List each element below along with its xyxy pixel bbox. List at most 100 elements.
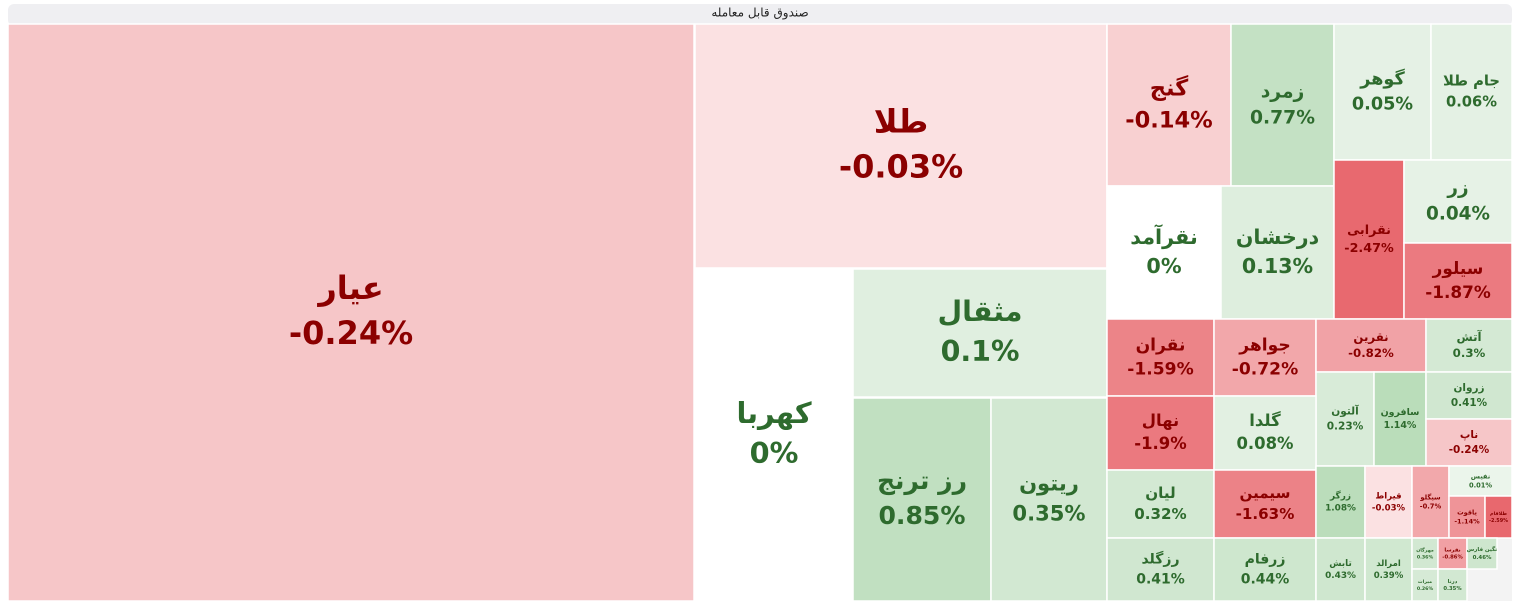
tile-value: -2.59% (1489, 518, 1508, 524)
tile-label: یاقوت (1457, 508, 1477, 516)
tile-value: -1.14% (1454, 518, 1480, 526)
tile-label: زرفام (1245, 552, 1286, 568)
tile-label: نهال (1142, 411, 1179, 430)
tile-label: نقرآمد (1130, 224, 1197, 249)
tile-value: -1.63% (1236, 505, 1295, 523)
tile (1220, 185, 1335, 320)
tile (1315, 465, 1366, 539)
tile-value: 1.08% (1325, 504, 1356, 514)
tile-value: -0.82% (1348, 346, 1394, 360)
tile-value: -2.47% (1344, 240, 1394, 255)
tile-value: 0.23% (1327, 420, 1364, 432)
tile-label: رزگلد (1141, 551, 1179, 568)
tile (1230, 23, 1335, 187)
tile-value: 0.44% (1241, 571, 1290, 587)
tile-label: زمرد (1261, 81, 1305, 102)
tile-label: آلتون (1331, 405, 1359, 418)
tile (1213, 318, 1317, 397)
tile-label: تابش (1329, 559, 1352, 569)
tile-value: 0.85% (878, 501, 965, 530)
tile-value: 0% (1146, 254, 1181, 278)
tile-value: 0.41% (1136, 571, 1185, 587)
tile-label: درخشان (1236, 225, 1319, 249)
tile-value: 0.13% (1242, 254, 1313, 278)
tile (852, 397, 992, 602)
tile-label: گلدا (1249, 411, 1281, 430)
tile-label: درنا (1448, 579, 1458, 585)
tile-value: 0.05% (1352, 94, 1413, 114)
tile (1484, 495, 1513, 539)
tile-value: 0.26% (1417, 586, 1434, 592)
tile-label: جام طلا (1443, 73, 1500, 90)
tile-value: -0.7% (1420, 503, 1442, 511)
tile-label: نقرین (1353, 330, 1388, 345)
tile-label: مثقال (937, 295, 1022, 328)
tile-value: 0.36% (1417, 554, 1434, 560)
tile-value: 0.32% (1134, 505, 1186, 523)
tile-label: عیار (316, 269, 383, 307)
tile-value: -0.72% (1232, 359, 1298, 379)
tile-value: -0.14% (1125, 107, 1213, 133)
tile (7, 23, 695, 602)
header-bar (8, 4, 1512, 26)
tile-value: -1.59% (1127, 359, 1193, 379)
tile-value: 0.06% (1446, 93, 1497, 110)
tile-value: -0.86% (1442, 555, 1463, 561)
tile-label: میراث (1418, 579, 1432, 585)
tile-value: -1.87% (1425, 282, 1491, 302)
tile-value: -0.03% (839, 147, 963, 185)
tile (1437, 537, 1468, 570)
tile (1106, 469, 1215, 539)
tile-value: 0.35% (1012, 500, 1085, 525)
tile (1315, 537, 1366, 602)
tile (1411, 537, 1439, 570)
tile-label: نقرسا (1444, 547, 1460, 553)
tile-label: طلافام (1490, 511, 1507, 517)
chart-title: صندوق قابل معامله (711, 6, 808, 21)
tile-value: 1.14% (1384, 420, 1417, 431)
tile (990, 397, 1108, 602)
tile (1213, 469, 1317, 539)
tile (1448, 495, 1486, 539)
tile-value: 0.01% (1469, 482, 1492, 490)
tile-label: زر (1446, 178, 1468, 199)
tile (1213, 395, 1317, 471)
tile (1106, 318, 1215, 397)
tile-value: -0.24% (1449, 444, 1490, 456)
tile-label: سیگلو (1419, 492, 1441, 501)
tile-label: قیراط (1375, 492, 1401, 502)
tile (1425, 371, 1513, 420)
tile-value: 0.1% (941, 335, 1020, 368)
tile (1430, 23, 1513, 161)
tile-label: سیمین (1240, 484, 1291, 502)
tile-label: نقران (1136, 336, 1186, 356)
tile (1106, 23, 1232, 187)
tile-value: 0.41% (1451, 397, 1488, 409)
tile (1106, 395, 1215, 471)
tile-label: نفیس (1471, 472, 1490, 480)
tile-value: 0.46% (1473, 555, 1492, 561)
tile-label: ناپ (1460, 429, 1478, 441)
tile-label: گنج (1150, 75, 1189, 102)
tile-label: سافرون (1381, 407, 1420, 418)
tile-value: 0.39% (1374, 571, 1404, 581)
tile-label: لیان (1145, 484, 1175, 502)
tile (1403, 159, 1513, 244)
tile-value: 0.04% (1426, 203, 1490, 224)
tile-value: 0.77% (1250, 108, 1315, 129)
tile-value: 0.43% (1325, 571, 1356, 581)
tile (1364, 465, 1413, 539)
tile (852, 268, 1108, 398)
tile-value: 0.35% (1443, 586, 1462, 592)
tile (1411, 568, 1439, 602)
tile-value: -0.24% (289, 314, 413, 352)
tile (1466, 537, 1498, 570)
tile-label: سیلور (1432, 258, 1484, 279)
tile-label: زروان (1454, 382, 1485, 394)
tile-label: مهرگان (1416, 547, 1434, 554)
tile (1315, 371, 1375, 467)
tile-value: 0.3% (1453, 346, 1486, 360)
tile (694, 23, 1108, 269)
tile (1425, 418, 1513, 467)
